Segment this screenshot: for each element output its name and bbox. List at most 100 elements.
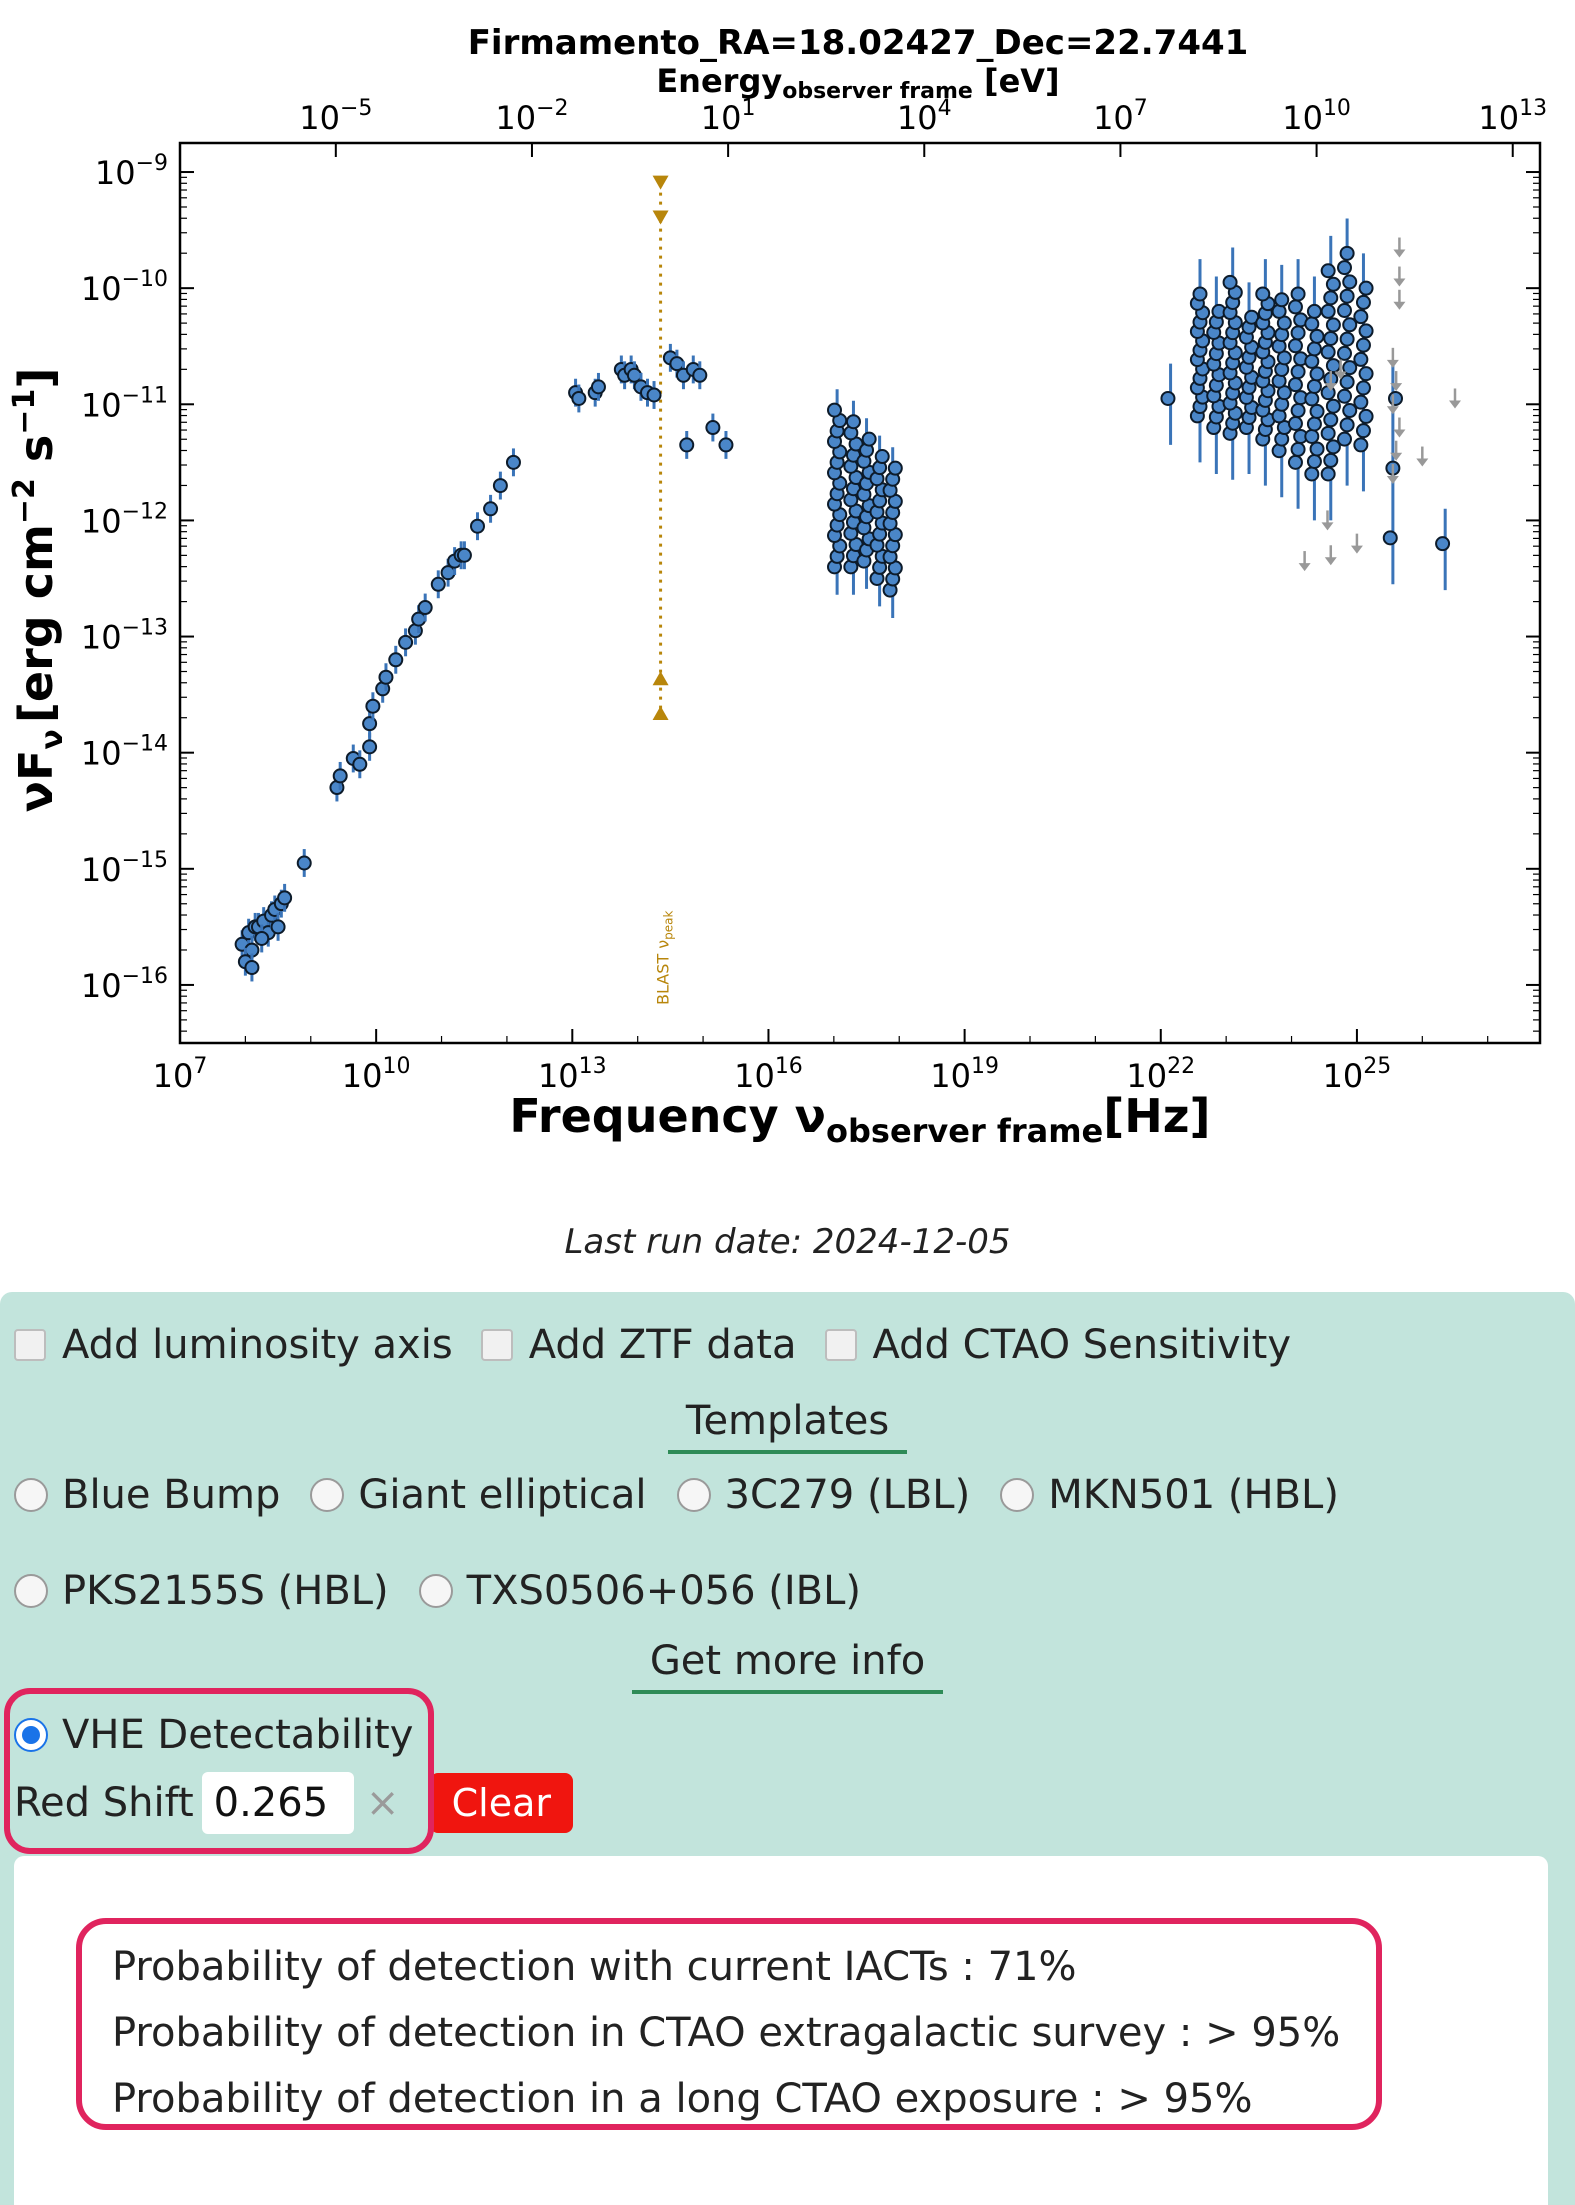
data-point [1353,394,1369,410]
radio-blue-bump[interactable] [14,1478,48,1512]
checkbox-luminosity-axis[interactable] [14,1329,46,1361]
data-point [398,634,414,650]
redshift-input[interactable]: 0.265 [201,1772,354,1834]
upper-limit-arrow [1393,278,1406,287]
upper-limit-arrow [1334,371,1347,380]
checkbox-ztf-data[interactable] [480,1329,513,1361]
data-point [1339,374,1355,390]
data-point [1320,263,1336,279]
templates-heading-label: Templates [667,1398,908,1454]
data-point [1353,437,1369,453]
radio-pks2155s[interactable] [14,1574,48,1608]
template-txs0506-label: TXS0506+056 (IBL) [466,1568,862,1614]
template-pks2155s-label: PKS2155S (HBL) [62,1568,389,1614]
radio-mkn501[interactable] [1000,1478,1035,1512]
option-ctao-sensitivity[interactable]: Add CTAO Sensitivity [824,1322,1291,1368]
data-point [1342,403,1358,419]
y-tick-label--12: 10−12 [81,499,168,540]
y-tick-label--14: 10−14 [81,732,168,773]
x-tick-label-7: 107 [153,1054,208,1095]
data-point [1337,260,1352,276]
data-point [1342,317,1358,333]
data-point [590,379,606,395]
data-point [1306,378,1322,394]
data-point [1287,338,1303,354]
data-point [388,652,404,668]
vhe-detectability-label: VHE Detectability [62,1712,414,1758]
option-luminosity-axis[interactable]: Add luminosity axis [14,1322,453,1368]
x-tick-label-19: 1019 [930,1054,999,1095]
data-point [1304,391,1320,407]
more-info-heading-label: Get more info [631,1638,944,1694]
radio-giant-elliptical[interactable] [310,1478,345,1512]
data-point [1323,330,1339,346]
peak-arrow-down [652,175,669,190]
sed-chart-svg: Firmamento_RA=18.02427_Dec=22.7441 Energ… [7,23,1547,1150]
y-tick-label--16: 10−16 [81,964,168,1005]
data-point [887,460,903,476]
data-point [430,576,446,592]
radio-3c279[interactable] [676,1478,711,1512]
data-point [1353,351,1369,367]
x-tick-label-22: 1022 [1126,1054,1195,1095]
x-tick-label-10: 1010 [342,1054,411,1095]
data-point [1325,317,1341,333]
data-point [1358,366,1374,382]
probability-highlight-box: Probability of detection with current IA… [76,1918,1382,2130]
peak-arrow-down [652,210,669,225]
data-point [296,855,312,871]
data-point [1320,466,1336,482]
checkbox-ctao-sensitivity[interactable] [824,1329,857,1361]
upper-limit-arrow [1390,383,1403,392]
top-tick-label--2: 10−2 [495,96,568,137]
data-point [1339,288,1355,304]
option-ztf-data-label: Add ZTF data [528,1322,797,1368]
template-3c279[interactable]: 3C279 (LBL) [676,1472,970,1518]
data-point [827,402,842,418]
data-point [1306,416,1322,432]
upper-limit-arrow [1449,400,1461,409]
data-point [571,390,587,406]
upper-limit-arrow [1386,406,1399,415]
data-point [470,518,485,534]
data-point [1304,353,1320,369]
templates-heading: Templates [0,1398,1575,1454]
data-point [456,547,472,563]
results-card: Probability of detection with current IA… [14,1856,1548,2205]
data-point [1304,466,1320,482]
blast-peak-marker: BLAST νpeak [652,175,676,1005]
template-mkn501[interactable]: MKN501 (HBL) [1000,1472,1339,1518]
radio-txs0506[interactable] [418,1574,453,1608]
option-ztf-data[interactable]: Add ZTF data [480,1322,797,1368]
data-point [1325,276,1341,292]
data-point [1309,441,1325,457]
clear-input-icon[interactable]: × [365,1780,400,1826]
template-txs0506[interactable]: TXS0506+056 (IBL) [418,1568,862,1614]
top-tick-label--5: 10−5 [299,96,372,137]
clear-button[interactable]: Clear [429,1773,574,1833]
data-point [705,420,721,436]
data-point [1290,364,1306,380]
data-point [1325,398,1341,414]
data-point [1358,280,1374,296]
template-pks2155s[interactable]: PKS2155S (HBL) [14,1568,389,1614]
data-point [1339,245,1355,261]
upper-limits [1298,237,1461,572]
upper-limit-arrow [1350,545,1363,554]
upper-limit-arrow [1386,359,1399,368]
sed-chart: Firmamento_RA=18.02427_Dec=22.7441 Energ… [7,23,1547,1150]
data-point [1222,274,1238,290]
y-tick-label--11: 10−11 [81,383,168,424]
upper-limit-arrow [1416,458,1429,467]
upper-limit-arrow [1324,383,1337,392]
template-giant-elliptical[interactable]: Giant elliptical [310,1472,647,1518]
data-point [1192,286,1208,302]
top-tick-label-4: 104 [897,96,952,137]
data-point [1325,439,1341,455]
data-point [646,387,662,403]
vhe-detectability[interactable]: VHE Detectability [14,1712,413,1758]
data-point [1160,390,1176,406]
template-blue-bump[interactable]: Blue Bump [14,1472,280,1518]
radio-vhe-detectability[interactable] [14,1718,48,1752]
top-tick-label-1: 101 [701,96,756,137]
